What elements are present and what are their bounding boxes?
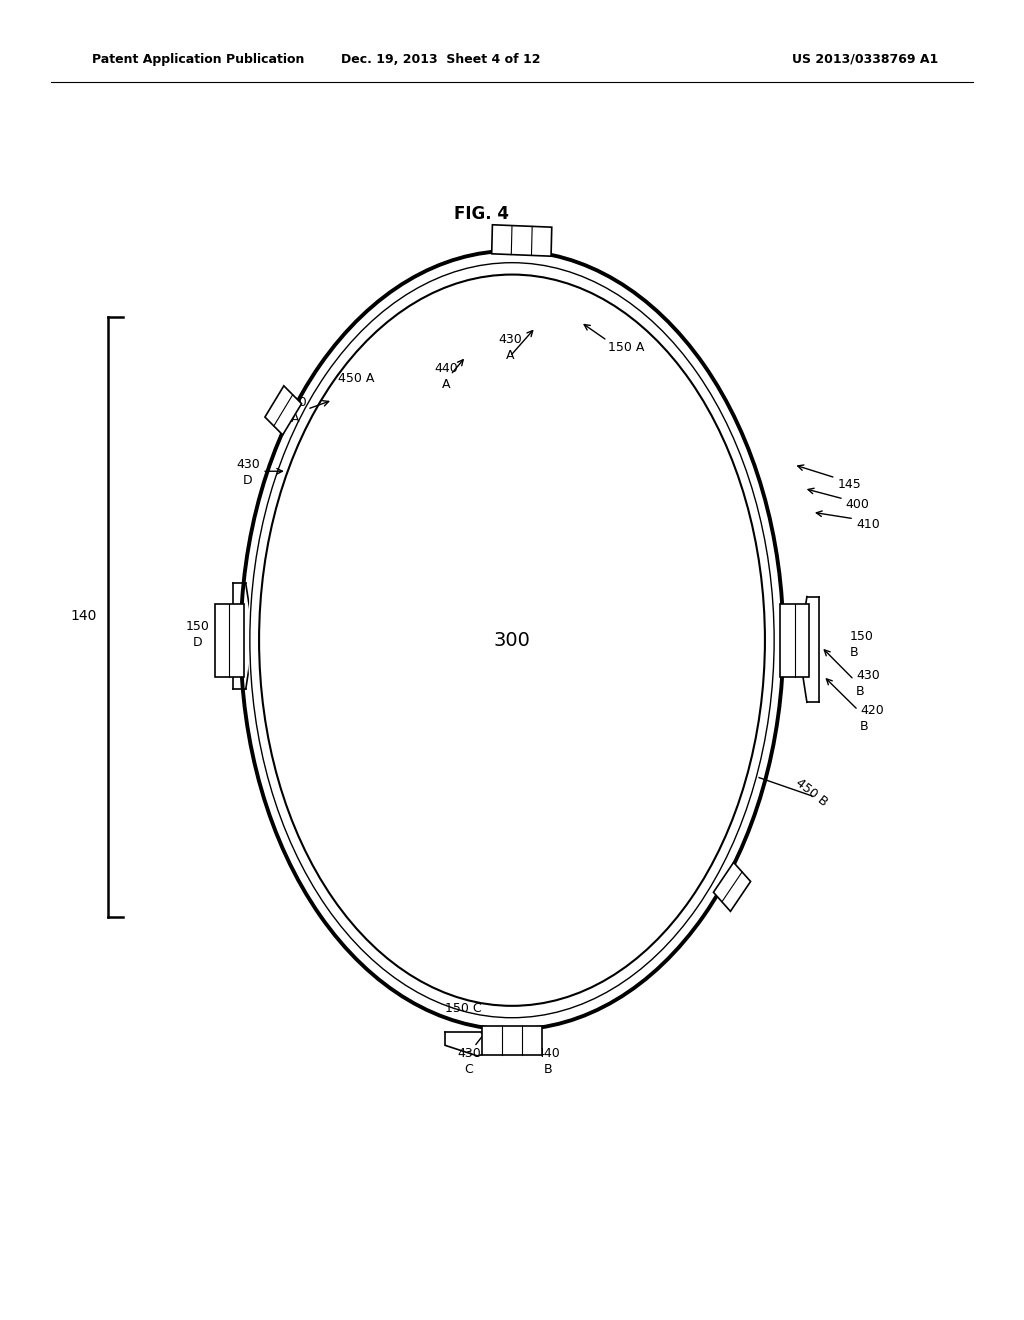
Text: D: D [193,636,203,649]
Text: 430: 430 [498,333,522,346]
Text: 150: 150 [850,630,873,643]
Text: 400: 400 [846,498,869,511]
Ellipse shape [248,260,776,1020]
Text: 430: 430 [457,1047,481,1060]
Text: 440: 440 [434,362,459,375]
Text: 420: 420 [860,704,884,717]
Ellipse shape [259,275,765,1006]
Text: 150: 150 [185,620,210,634]
Text: FIG. 4: FIG. 4 [454,205,509,223]
Text: B: B [850,645,858,659]
Text: 150 C: 150 C [444,1002,481,1015]
Text: A: A [506,348,514,362]
Text: C: C [465,1063,473,1076]
Text: 145: 145 [838,478,861,491]
Polygon shape [265,385,302,434]
Text: A: A [442,378,451,391]
Text: 430: 430 [236,458,260,471]
Text: 450 B: 450 B [794,776,830,808]
Text: Patent Application Publication: Patent Application Publication [92,53,304,66]
Text: 440: 440 [536,1047,560,1060]
Text: B: B [860,719,868,733]
Polygon shape [492,224,552,256]
Text: 140: 140 [71,610,97,623]
Polygon shape [215,605,244,676]
Polygon shape [780,605,809,676]
Polygon shape [482,1026,542,1055]
Text: D: D [243,474,253,487]
Text: 450 A: 450 A [338,372,375,385]
Text: 420: 420 [283,396,307,409]
Text: US 2013/0338769 A1: US 2013/0338769 A1 [793,53,938,66]
Text: B: B [544,1063,552,1076]
Text: 300: 300 [494,631,530,649]
Text: 410: 410 [856,517,880,531]
Polygon shape [714,862,751,911]
Text: Dec. 19, 2013  Sheet 4 of 12: Dec. 19, 2013 Sheet 4 of 12 [341,53,540,66]
Text: 430: 430 [856,669,880,682]
Text: A: A [291,412,299,425]
Text: B: B [856,685,864,698]
Text: 150 A: 150 A [608,341,645,354]
